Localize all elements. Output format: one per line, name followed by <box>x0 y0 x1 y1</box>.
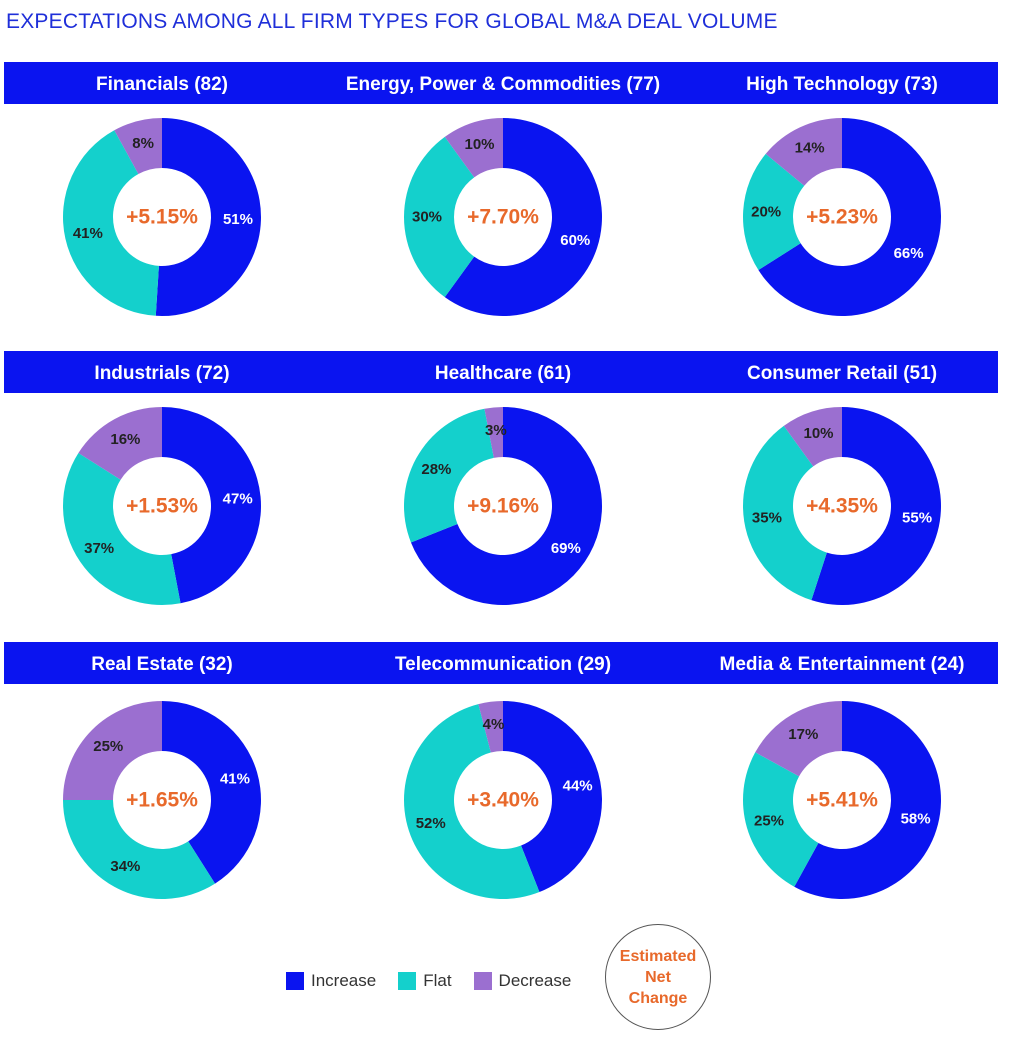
slice-label-decrease: 14% <box>795 140 825 157</box>
panel-label-consumer-retail: Consumer Retail (51) <box>746 363 938 384</box>
slice-label-increase: 47% <box>223 490 253 507</box>
slice-label-flat: 30% <box>412 209 442 226</box>
panel-label-media-entertainment: Media & Entertainment (24) <box>719 654 965 675</box>
slice-label-decrease: 4% <box>483 716 505 733</box>
panel-label-real-estate: Real Estate (32) <box>91 654 233 675</box>
donut-chart-high-technology: 66% 20% 14% +5.23% <box>742 117 942 317</box>
slice-increase <box>758 118 941 316</box>
header-band-row-1 <box>4 62 998 104</box>
net-change-value: +1.53% <box>126 495 198 518</box>
slice-label-increase: 41% <box>220 770 250 787</box>
slice-label-decrease: 10% <box>803 425 833 442</box>
legend-swatch-decrease <box>473 972 492 990</box>
net-change-value: +4.35% <box>806 495 878 518</box>
slice-label-decrease: 8% <box>132 135 154 152</box>
slice-label-increase: 58% <box>901 810 931 827</box>
slice-decrease <box>484 407 503 458</box>
legend-item-flat: Flat <box>398 971 452 991</box>
slice-decrease <box>114 118 162 175</box>
slice-label-decrease: 25% <box>93 738 123 755</box>
slice-label-decrease: 16% <box>110 431 140 448</box>
slice-flat <box>403 704 540 899</box>
donut-chart-energy: 60% 30% 10% +7.70% <box>403 117 603 317</box>
slice-label-increase: 60% <box>560 232 590 249</box>
legend-label-decrease: Decrease <box>498 971 572 990</box>
slice-increase <box>162 407 262 604</box>
panel-label-healthcare: Healthcare (61) <box>434 363 572 384</box>
slice-flat <box>63 130 159 316</box>
slice-label-flat: 25% <box>754 813 784 830</box>
slice-decrease <box>478 701 503 753</box>
estimated-net-change-badge: Estimated Net Change <box>605 924 711 1030</box>
panel-label-financials: Financials (82) <box>96 74 228 95</box>
slice-label-increase: 66% <box>894 245 924 262</box>
legend-label-flat: Flat <box>423 971 452 990</box>
header-band-row-3 <box>4 642 998 684</box>
slice-label-flat: 28% <box>421 461 451 478</box>
donut-chart-industrials: 47% 37% 16% +1.53% <box>62 406 262 606</box>
slice-increase <box>444 118 602 316</box>
panel-label-telecommunication: Telecommunication (29) <box>394 654 612 675</box>
slice-increase <box>410 407 602 605</box>
donut-chart-healthcare: 69% 28% 3% +9.16% <box>403 406 603 606</box>
net-badge-line-2: Net <box>645 968 671 986</box>
slice-decrease <box>63 701 162 800</box>
legend-item-increase: Increase <box>286 971 376 991</box>
panel-label-industrials: Industrials (72) <box>94 363 230 384</box>
legend-swatch-flat <box>398 972 417 990</box>
header-band-row-2 <box>4 351 998 393</box>
net-change-value: +5.23% <box>806 206 878 229</box>
slice-decrease <box>78 407 162 480</box>
slice-label-increase: 55% <box>902 509 932 526</box>
slice-increase <box>811 407 941 605</box>
net-change-value: +5.15% <box>126 206 198 229</box>
slice-flat <box>62 452 181 605</box>
slice-increase <box>503 701 602 893</box>
slice-flat <box>404 136 475 298</box>
slice-decrease <box>765 118 842 186</box>
donut-chart-real-estate: 41% 34% 25% +1.65% <box>62 700 262 900</box>
panel-label-high-technology: High Technology (73) <box>746 74 938 95</box>
slice-flat <box>743 153 805 271</box>
slice-label-decrease: 17% <box>788 726 818 743</box>
slice-decrease <box>444 118 503 178</box>
net-change-value: +1.65% <box>126 789 198 812</box>
slice-decrease <box>783 407 842 467</box>
net-change-value: +7.70% <box>467 206 539 229</box>
slice-flat <box>63 800 216 900</box>
slice-label-increase: 51% <box>223 211 253 228</box>
slice-increase <box>162 701 262 884</box>
net-change-value: +9.16% <box>467 495 539 518</box>
slice-label-decrease: 10% <box>464 136 494 153</box>
net-change-value: +3.40% <box>467 789 539 812</box>
slice-label-flat: 37% <box>84 540 114 557</box>
legend-label-increase: Increase <box>311 971 377 990</box>
donut-chart-consumer-retail: 55% 35% 10% +4.35% <box>742 406 942 606</box>
slice-label-increase: 69% <box>551 540 581 557</box>
panel-label-energy: Energy, Power & Commodities (77) <box>345 74 661 95</box>
slice-increase <box>155 118 262 316</box>
legend: Increase Flat Decrease <box>286 970 593 992</box>
slice-label-flat: 35% <box>752 509 782 526</box>
slice-flat <box>743 425 827 601</box>
donut-chart-financials: 51% 41% 8% +5.15% <box>62 117 262 317</box>
slice-decrease <box>755 701 842 777</box>
donut-chart-media-entertainment: 58% 25% 17% +5.41% <box>742 700 942 900</box>
net-badge-line-3: Change <box>628 989 688 1007</box>
slice-label-flat: 41% <box>73 225 103 242</box>
chart-title: EXPECTATIONS AMONG ALL FIRM TYPES FOR GL… <box>6 10 778 33</box>
slice-label-flat: 20% <box>751 204 781 221</box>
donut-chart-telecommunication: 44% 52% 4% +3.40% <box>403 700 603 900</box>
slice-label-flat: 34% <box>110 858 140 875</box>
slice-flat <box>743 752 819 887</box>
slice-flat <box>404 408 494 543</box>
slice-label-decrease: 3% <box>485 422 507 439</box>
slice-increase <box>794 701 941 899</box>
slice-label-increase: 44% <box>563 777 593 794</box>
net-change-value: +5.41% <box>806 789 878 812</box>
legend-item-decrease: Decrease <box>473 971 572 991</box>
legend-swatch-increase <box>286 972 304 990</box>
net-badge-line-1: Estimated <box>619 947 697 965</box>
slice-label-flat: 52% <box>416 815 446 832</box>
